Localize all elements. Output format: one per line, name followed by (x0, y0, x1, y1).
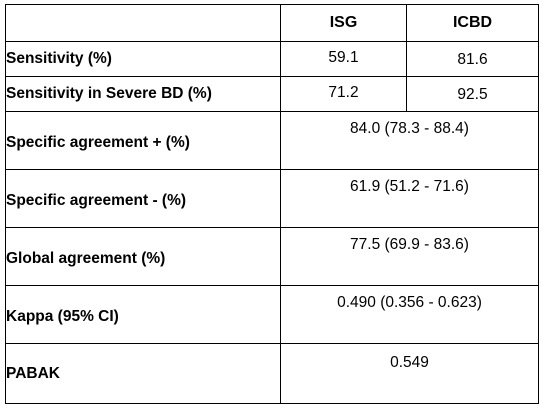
row-label-sensitivity: Sensitivity (%) (5, 41, 281, 77)
cell-merged-kappa: 0.490 (0.356 - 0.623) (280, 285, 539, 344)
column-header-icbd: ICBD (406, 4, 539, 42)
cell-icbd-sensitivity: 81.6 (406, 41, 539, 77)
table-row: Specific agreement + (%) 84.0 (78.3 - 88… (5, 111, 539, 170)
row-label-specific-agreement-negative: Specific agreement - (%) (5, 169, 281, 228)
row-label-global-agreement: Global agreement (%) (5, 227, 281, 286)
table-row: Specific agreement - (%) 61.9 (51.2 - 71… (5, 169, 539, 228)
results-table: ISG ICBD Sensitivity (%) 59.1 81.6 Sensi… (5, 4, 539, 404)
row-label-kappa: Kappa (95% CI) (5, 285, 281, 344)
table-row: Global agreement (%) 77.5 (69.9 - 83.6) (5, 227, 539, 286)
cell-isg-sensitivity-severe: 71.2 (280, 76, 407, 112)
cell-merged-global-agreement: 77.5 (69.9 - 83.6) (280, 227, 539, 286)
cell-isg-sensitivity: 59.1 (280, 41, 407, 77)
corner-cell (5, 4, 281, 42)
header-row: ISG ICBD (5, 4, 539, 42)
table-row: Sensitivity (%) 59.1 81.6 (5, 41, 539, 77)
cell-merged-specific-agreement-positive: 84.0 (78.3 - 88.4) (280, 111, 539, 170)
column-header-isg: ISG (280, 4, 407, 42)
cell-icbd-sensitivity-severe: 92.5 (406, 76, 539, 112)
row-label-pabak: PABAK (5, 343, 281, 404)
row-label-specific-agreement-positive: Specific agreement + (%) (5, 111, 281, 170)
table-row: Sensitivity in Severe BD (%) 71.2 92.5 (5, 76, 539, 112)
row-label-sensitivity-severe: Sensitivity in Severe BD (%) (5, 76, 281, 112)
table-row: PABAK 0.549 (5, 343, 539, 404)
cell-merged-pabak: 0.549 (280, 343, 539, 404)
cell-merged-specific-agreement-negative: 61.9 (51.2 - 71.6) (280, 169, 539, 228)
table-row: Kappa (95% CI) 0.490 (0.356 - 0.623) (5, 285, 539, 344)
